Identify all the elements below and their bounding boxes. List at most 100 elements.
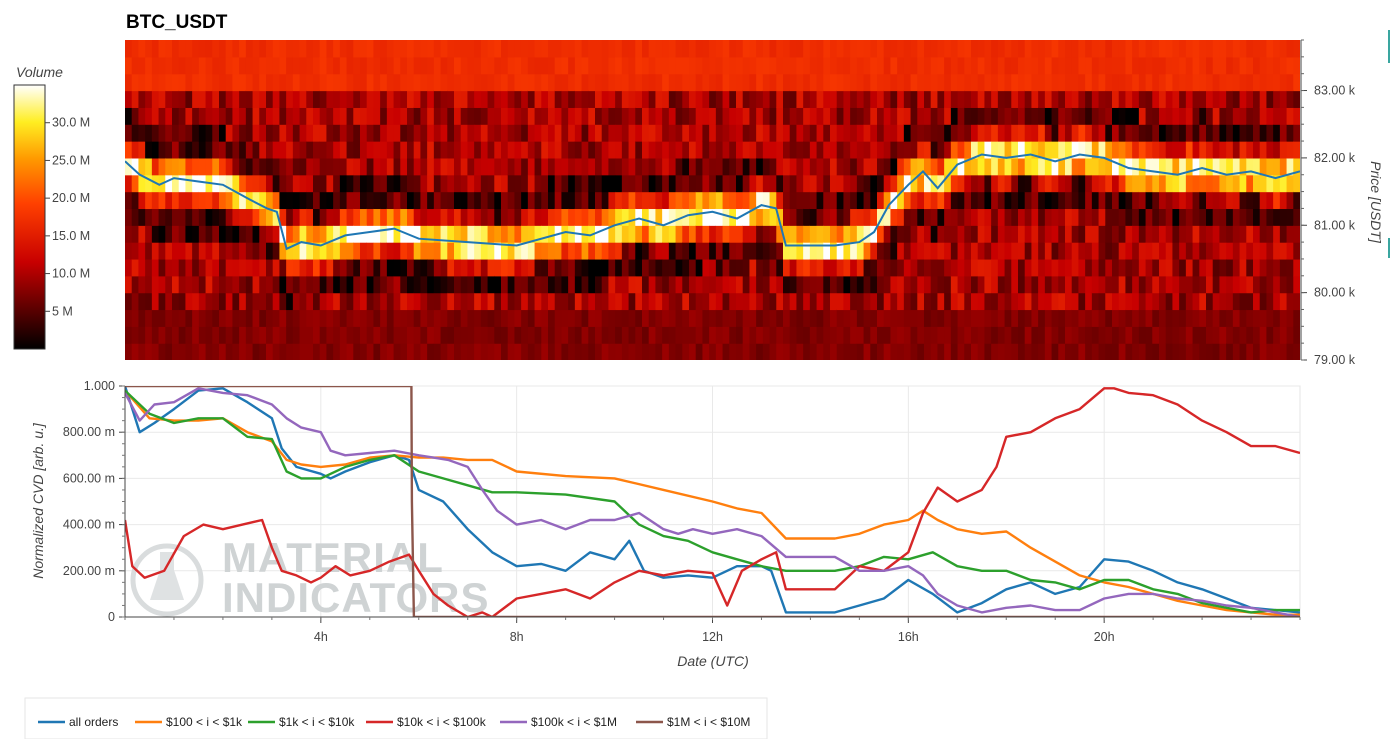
- heatmap-cell: [816, 141, 824, 159]
- heatmap-cell: [480, 225, 489, 243]
- legend[interactable]: all orders $100 < i < $1k $1k < i < $10k $1…: [38, 715, 750, 729]
- heatmap-cell: [736, 191, 744, 210]
- heatmap-cell: [736, 258, 744, 277]
- heatmap-cell: [950, 40, 959, 58]
- heatmap-cell: [1259, 174, 1268, 193]
- heatmap-cell: [299, 141, 307, 159]
- heatmap-cell: [541, 258, 549, 277]
- heatmap-cell: [1239, 73, 1247, 92]
- heatmap-cell: [1159, 343, 1167, 360]
- legend-item-label[interactable]: $10k < i < $100k: [397, 715, 487, 729]
- heatmap-cell: [856, 107, 865, 125]
- heatmap-cell: [944, 309, 952, 327]
- heatmap-cell: [709, 208, 717, 226]
- legend-item-label[interactable]: $100 < i < $1k: [166, 715, 243, 729]
- legend-item-label[interactable]: $1k < i < $10k: [279, 715, 355, 729]
- legend-item-label[interactable]: $1M < i < $10M: [667, 715, 750, 729]
- heatmap-cell: [655, 343, 663, 360]
- heatmap-cell: [1239, 56, 1247, 75]
- heatmap-cell: [386, 309, 395, 327]
- heatmap-cell: [474, 141, 482, 159]
- heatmap-cell: [588, 157, 596, 176]
- heatmap-cell: [991, 141, 999, 159]
- heatmap-cell: [205, 56, 213, 75]
- heatmap-cell: [420, 56, 428, 75]
- heatmap-cell: [252, 309, 260, 327]
- heatmap-cell: [313, 208, 321, 226]
- heatmap-cell: [447, 343, 455, 360]
- heatmap-cell: [286, 326, 294, 344]
- heatmap-cell: [890, 242, 898, 260]
- heatmap-cell: [521, 258, 529, 277]
- heatmap-cell: [1091, 73, 1100, 92]
- heatmap-cell: [380, 157, 388, 176]
- heatmap-cell: [950, 73, 959, 92]
- heatmap-cell: [642, 90, 650, 108]
- heatmap-cell: [850, 40, 858, 58]
- heatmap-cell: [1219, 174, 1227, 193]
- heatmap-cell: [991, 56, 999, 75]
- heatmap-cell: [783, 107, 791, 125]
- heatmap-cell: [722, 258, 730, 277]
- heatmap-cell: [971, 292, 979, 311]
- heatmap-cell: [1011, 141, 1019, 159]
- heatmap-cell: [333, 56, 341, 75]
- heatmap-cell: [843, 309, 851, 327]
- heatmap-cell: [548, 174, 556, 193]
- heatmap-cell: [548, 309, 556, 327]
- heatmap-cell: [433, 191, 442, 210]
- heatmap-cell: [467, 174, 475, 193]
- heatmap-cell: [850, 157, 858, 176]
- heatmap-cell: [809, 275, 818, 294]
- heatmap-cell: [259, 208, 267, 226]
- heatmap-cell: [903, 309, 912, 327]
- heatmap-cell: [621, 73, 630, 92]
- heatmap-cell: [1044, 242, 1053, 260]
- heatmap-cell: [977, 174, 986, 193]
- heatmap-cell: [185, 174, 193, 193]
- heatmap-cell: [944, 275, 952, 294]
- heatmap-cell: [997, 141, 1006, 159]
- heatmap-cell: [890, 326, 898, 344]
- heatmap-cell: [742, 107, 751, 125]
- heatmap-cell: [769, 208, 777, 226]
- heatmap-cell: [266, 258, 274, 277]
- heatmap-cell: [601, 73, 610, 92]
- heatmap-cell: [353, 56, 361, 75]
- heatmap-cell: [1293, 326, 1300, 344]
- heatmap-cell: [574, 124, 583, 142]
- heatmap-cell: [138, 141, 146, 159]
- legend-item-label[interactable]: all orders: [69, 715, 118, 729]
- heatmap-cell: [1185, 157, 1194, 176]
- heatmap-cell: [809, 124, 818, 142]
- heatmap-cell: [380, 275, 388, 294]
- heatmap-cell: [1212, 225, 1221, 243]
- heatmap-cell: [319, 73, 328, 92]
- heatmap-cell: [1138, 56, 1147, 75]
- heatmap-cell: [1199, 107, 1207, 125]
- legend-item-label[interactable]: $100k < i < $1M: [531, 715, 617, 729]
- heatmap-cell: [1078, 141, 1086, 159]
- heatmap-cell: [212, 141, 220, 159]
- heatmap-cell: [212, 208, 220, 226]
- heatmap-cell: [1232, 141, 1241, 159]
- heatmap-cell: [756, 343, 764, 360]
- heatmap-cell: [695, 56, 704, 75]
- heatmap-cell: [944, 292, 952, 311]
- heatmap-cell: [205, 275, 213, 294]
- heatmap-cell: [467, 258, 475, 277]
- heatmap-cell: [131, 292, 140, 311]
- heatmap-cell: [675, 242, 683, 260]
- heatmap-cell: [628, 73, 636, 92]
- heatmap-cell: [648, 208, 657, 226]
- heatmap-cell: [292, 157, 301, 176]
- heatmap-cell: [1051, 107, 1059, 125]
- heatmap-cell: [910, 107, 918, 125]
- heatmap-cell: [1051, 242, 1059, 260]
- heatmap-cell: [346, 56, 354, 75]
- heatmap-cell: [903, 141, 912, 159]
- heatmap-cell: [1253, 309, 1261, 327]
- heatmap-cell: [924, 56, 932, 75]
- heatmap-cell: [1226, 208, 1234, 226]
- heatmap-cell: [702, 258, 710, 277]
